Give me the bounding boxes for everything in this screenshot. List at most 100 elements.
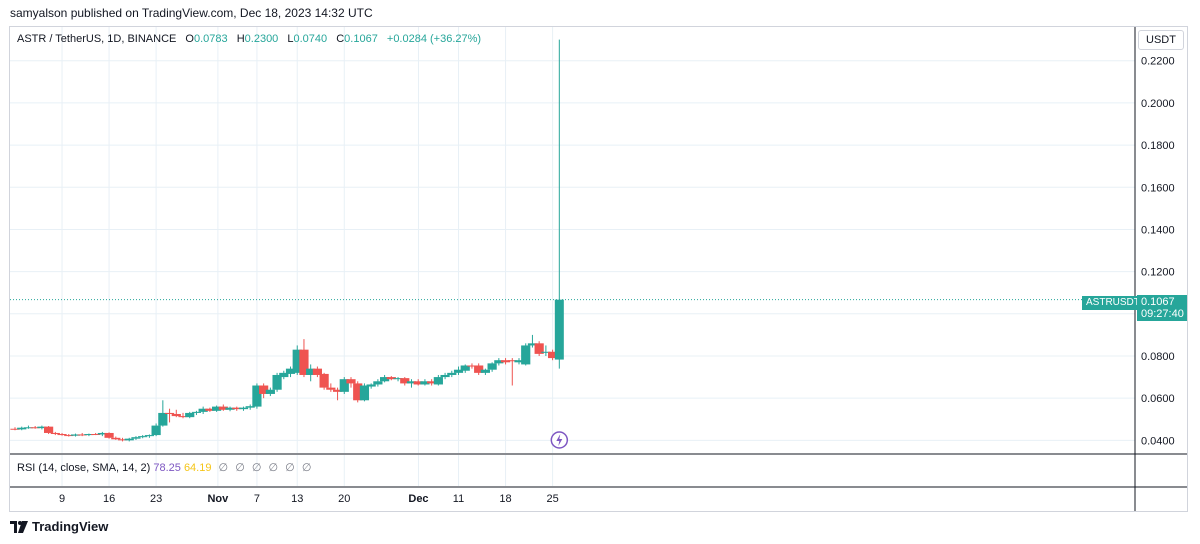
- y-tick-label: 0.2200: [1141, 56, 1175, 68]
- x-tick-label: 13: [291, 493, 303, 505]
- candle-body: [480, 369, 490, 373]
- currency-button[interactable]: USDT: [1138, 30, 1184, 50]
- candle-body: [272, 374, 282, 390]
- lightning-bolt-icon: [556, 434, 563, 446]
- tradingview-logo[interactable]: TradingView: [10, 519, 108, 534]
- candle-body: [178, 416, 188, 418]
- y-tick-label: 0.1800: [1141, 140, 1175, 152]
- candle-body: [44, 426, 54, 433]
- candle-body: [238, 407, 249, 410]
- brand-name: TradingView: [32, 519, 109, 534]
- candle-body: [50, 432, 60, 435]
- y-tick-label: 0.1400: [1141, 224, 1175, 236]
- candle-body: [440, 374, 450, 378]
- candle-body: [359, 385, 370, 401]
- bar-countdown: 09:27:40: [1141, 308, 1184, 320]
- candle-body: [299, 349, 309, 375]
- candle-body: [312, 368, 322, 375]
- x-tick-label: Nov: [207, 493, 229, 505]
- rsi-null-1: ∅: [218, 462, 229, 474]
- rsi-ma-value: 64.19: [183, 462, 212, 474]
- last-price-value: 0.1067: [1141, 296, 1175, 308]
- candle-body: [124, 438, 134, 441]
- candle-body: [198, 408, 208, 412]
- candle-body: [339, 379, 349, 392]
- candle-body: [84, 434, 94, 436]
- candle-body: [413, 381, 423, 385]
- ohlc-legend: ASTR / TetherUS, 1D, BINANCE O0.0783 H0.…: [17, 33, 481, 45]
- candle-body: [17, 427, 27, 430]
- candle-body: [285, 368, 296, 374]
- rsi-null-2: ∅: [235, 462, 245, 474]
- rsi-null-3: ∅: [251, 462, 262, 474]
- candle-body: [131, 437, 141, 439]
- x-tick-label: Dec: [408, 493, 428, 505]
- x-tick-label: 11: [453, 493, 464, 505]
- last-price-tag: 0.1067 09:27:40: [1137, 295, 1187, 321]
- y-tick-label: 0.1600: [1141, 182, 1175, 194]
- x-tick-label: 23: [150, 493, 162, 505]
- candle-body: [447, 372, 457, 375]
- candle-body: [453, 369, 464, 373]
- candle-body: [218, 406, 228, 410]
- y-tick-label: 0.1200: [1141, 267, 1175, 279]
- candle-body: [30, 427, 40, 429]
- candle-body: [474, 365, 484, 373]
- candle-body: [191, 411, 202, 413]
- candle-body: [353, 383, 363, 401]
- candle-body: [144, 435, 154, 437]
- candle-body: [507, 360, 517, 362]
- candle-body: [64, 435, 74, 437]
- close-value: 0.1067: [344, 33, 378, 45]
- x-tick-label: 16: [103, 493, 115, 505]
- rsi-label: RSI (14, close, SMA, 14, 2): [17, 462, 151, 474]
- x-tick-label: 25: [546, 493, 558, 505]
- x-tick-label: 9: [59, 493, 65, 505]
- candle-body: [171, 413, 181, 417]
- candle-body: [151, 425, 161, 436]
- candle-body: [232, 407, 242, 410]
- candle-body: [433, 377, 443, 385]
- x-tick-label: 7: [254, 493, 260, 505]
- candle-body: [332, 389, 343, 392]
- candle-body: [91, 434, 101, 436]
- tradingview-logo-icon: [10, 520, 28, 533]
- candle-body: [225, 407, 235, 410]
- y-tick-label: 0.0800: [1141, 351, 1175, 363]
- candle-body: [326, 387, 336, 390]
- candle-body: [292, 349, 302, 373]
- candle-body: [185, 412, 195, 418]
- candle-body: [373, 381, 383, 385]
- candle-body: [393, 378, 403, 380]
- x-tick-label: 18: [499, 493, 511, 505]
- rsi-value: 78.25: [153, 462, 181, 474]
- candle-body: [380, 377, 390, 382]
- rsi-legend: RSI (14, close, SMA, 14, 2) 78.25 64.19 …: [17, 461, 311, 474]
- candle-body: [427, 381, 437, 384]
- close-label: C: [336, 33, 345, 45]
- candle-body: [521, 345, 531, 365]
- candle-body: [548, 351, 558, 359]
- candle-body: [554, 299, 564, 360]
- candle-body: [319, 373, 329, 388]
- candle-body: [252, 385, 262, 407]
- high-label: H: [236, 33, 245, 45]
- candle-body: [346, 379, 356, 384]
- rsi-null-6: ∅: [301, 462, 312, 474]
- candle-body: [138, 436, 148, 438]
- candle-body: [77, 434, 87, 436]
- high-value: 0.2300: [244, 33, 279, 45]
- publish-header: samyalson published on TradingView.com, …: [10, 6, 373, 20]
- candle-body: [306, 368, 316, 375]
- candle-body: [406, 381, 417, 384]
- candle-body: [420, 381, 430, 385]
- candle-body: [37, 426, 47, 429]
- candle-body: [104, 432, 114, 438]
- y-tick-label: 0.2000: [1141, 98, 1175, 110]
- candle-body: [500, 360, 511, 363]
- candle-body: [164, 412, 175, 414]
- candle-body: [460, 365, 470, 371]
- candle-body: [212, 406, 222, 411]
- candle-body: [400, 378, 410, 384]
- candle-body: [117, 439, 128, 441]
